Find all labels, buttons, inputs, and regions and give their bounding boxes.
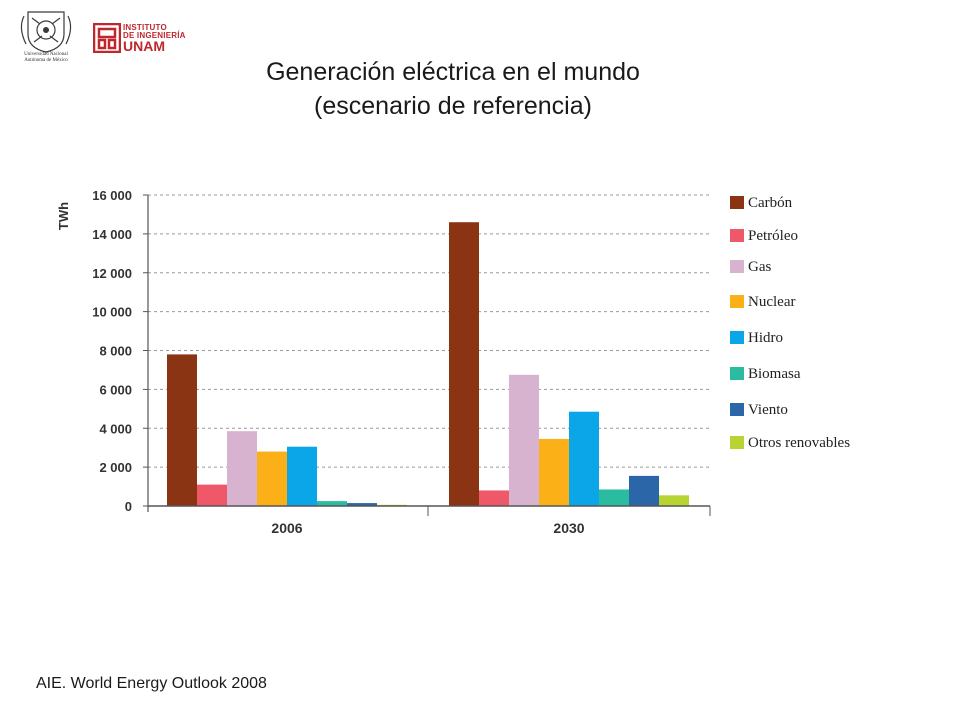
unam-seal-icon <box>20 11 72 53</box>
y-tick-label: 2 000 <box>99 460 132 475</box>
bar-hidro-2006 <box>287 446 317 506</box>
legend-label: Nuclear <box>748 294 796 310</box>
bar-nuclear-2006 <box>257 451 287 506</box>
legend-item: Petróleo <box>730 228 798 248</box>
legend-item: Biomasa <box>730 366 801 386</box>
y-tick-label: 10 000 <box>92 305 132 320</box>
y-tick-label: 4 000 <box>99 421 132 436</box>
bar-petróleo-2006 <box>197 484 227 506</box>
bar-biomasa-2030 <box>599 489 629 506</box>
bar-biomasa-2006 <box>317 501 347 506</box>
legend-item: Otros renovables <box>730 435 850 455</box>
instituto-line2: DE INGENIERÍA <box>123 31 186 40</box>
bar-layer <box>167 222 689 506</box>
bar-gas-2006 <box>227 431 257 506</box>
axis-layer: 0 2 000 4 000 6 000 8 000 10 000 12 000 14 000 1… <box>56 188 711 536</box>
y-tick-label: 16 000 <box>92 188 132 203</box>
bar-hidro-2030 <box>569 411 599 506</box>
bar-otros-renovables-2030 <box>659 495 689 506</box>
bar-carbón-2030 <box>449 222 479 506</box>
bar-gas-2030 <box>509 374 539 506</box>
legend-label: Otros renovables <box>748 435 851 451</box>
legend-label: Hidro <box>748 330 783 346</box>
bar-carbón-2006 <box>167 354 197 506</box>
grid-layer <box>148 194 710 468</box>
y-tick-label: 6 000 <box>99 382 132 397</box>
legend-swatch <box>730 196 744 209</box>
y-tick-label: 0 <box>125 499 132 514</box>
instituto-ingenieria-icon <box>93 23 121 53</box>
legend-swatch <box>730 403 744 416</box>
bar-petróleo-2030 <box>479 490 509 506</box>
bar-viento-2006 <box>347 503 377 506</box>
page-title: Generación eléctrica en el mundo (escena… <box>0 55 906 123</box>
legend-swatch <box>730 436 744 449</box>
legend-swatch <box>730 229 744 242</box>
title-line2: (escenario de referencia) <box>314 92 592 120</box>
legend-item: Gas <box>730 259 771 279</box>
instituto-line1: INSTITUTO <box>123 23 167 32</box>
legend-label: Petróleo <box>748 228 798 244</box>
legend-item: Viento <box>730 402 788 422</box>
x-category-label: 2030 <box>553 520 584 536</box>
title-line1: Generación eléctrica en el mundo <box>266 58 640 86</box>
legend-item: Hidro <box>730 330 783 350</box>
legend-swatch <box>730 367 744 380</box>
legend-swatch <box>730 260 744 273</box>
instituto-text: INSTITUTO DE INGENIERÍA <box>123 24 186 40</box>
y-tick-label: 8 000 <box>99 344 132 359</box>
legend-label: Carbón <box>748 195 793 211</box>
instituto-ingenieria-logo: INSTITUTO DE INGENIERÍA UNAM <box>93 22 203 54</box>
y-tick-label: 14 000 <box>92 227 132 242</box>
legend-item: Nuclear <box>730 294 795 314</box>
legend-swatch <box>730 295 744 308</box>
y-axis-label: TWh <box>56 202 71 230</box>
bar-nuclear-2030 <box>539 438 569 506</box>
unam-caption: Universidad Nacional Autónoma de México <box>24 52 68 63</box>
unam-logo: Universidad Nacional Autónoma de México <box>14 8 78 72</box>
legend-label: Viento <box>748 402 788 418</box>
source-note: AIE. World Energy Outlook 2008 <box>36 675 267 692</box>
legend-item: Carbón <box>730 195 792 215</box>
y-tick-label: 12 000 <box>92 266 132 281</box>
bar-viento-2030 <box>629 475 659 506</box>
instituto-unam: UNAM <box>123 38 165 54</box>
legend-label: Biomasa <box>748 366 801 382</box>
legend-label: Gas <box>748 259 772 275</box>
x-category-label: 2006 <box>271 520 302 536</box>
legend-swatch <box>730 331 744 344</box>
